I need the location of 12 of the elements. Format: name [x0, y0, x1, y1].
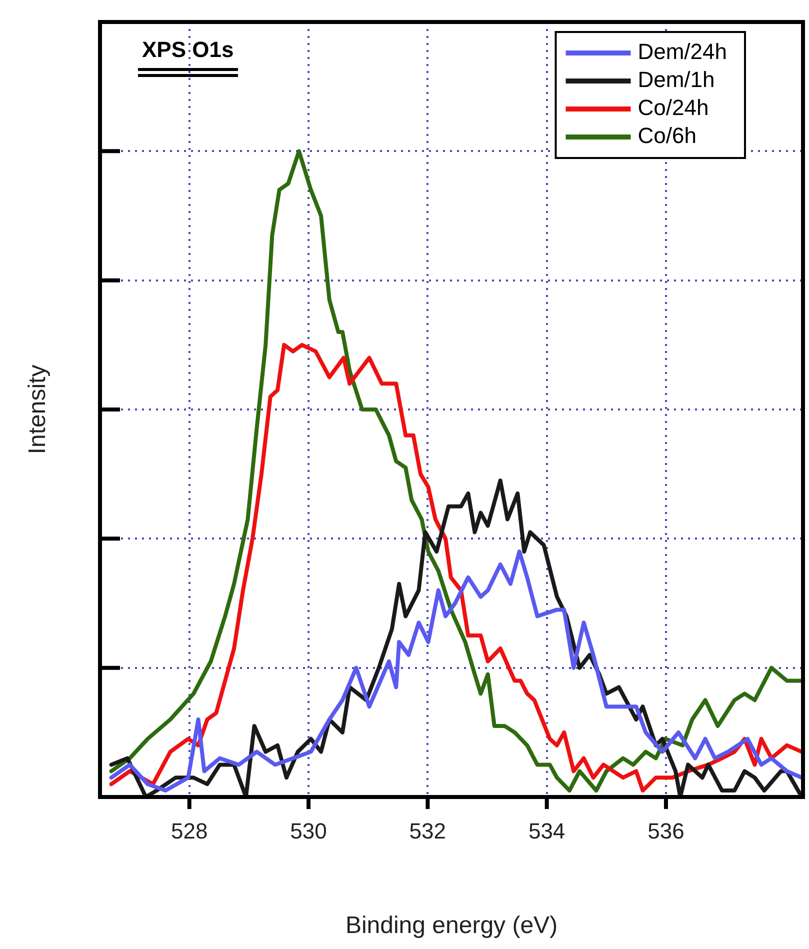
x-tick-label: 530	[290, 818, 327, 844]
legend-label: Co/24h	[638, 95, 709, 120]
legend-label: Dem/24h	[638, 39, 728, 64]
x-tick-label: 532	[409, 818, 446, 844]
x-tick-label: 528	[171, 818, 208, 844]
x-axis-title: Binding energy (eV)	[345, 912, 558, 940]
x-tick-label: 534	[528, 818, 566, 844]
y-axis-title: Intensity	[24, 364, 52, 454]
legend-label: Dem/1h	[638, 67, 715, 92]
legend-label: Co/6h	[638, 123, 696, 148]
x-tick-label: 536	[648, 818, 684, 844]
text: XPS O1s	[142, 37, 234, 62]
